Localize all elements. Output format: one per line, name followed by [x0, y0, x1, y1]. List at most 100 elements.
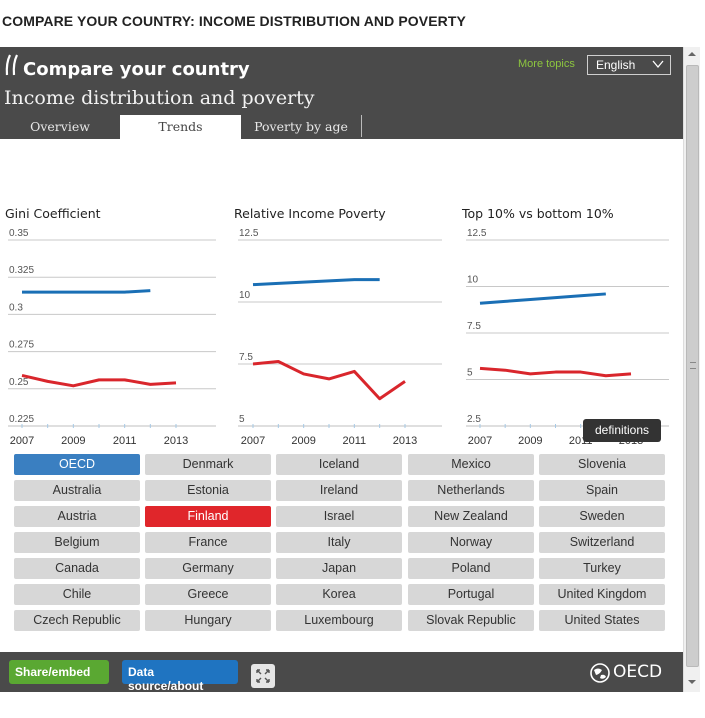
x-tick-label: 2007	[241, 435, 265, 447]
data-source-button[interactable]: Data source/about	[122, 660, 238, 693]
y-tick-label: 10	[239, 290, 251, 301]
y-tick-label: 7.5	[467, 321, 481, 332]
tab-trends[interactable]: Trends	[120, 115, 241, 139]
y-tick-label: 12.5	[239, 228, 259, 239]
country-button-belgium[interactable]: Belgium	[14, 532, 140, 553]
series-line-oecd	[22, 289, 151, 294]
x-tick-label: 2011	[113, 435, 137, 447]
y-tick-label: 7.5	[239, 352, 253, 363]
country-button-austria[interactable]: Austria	[14, 506, 140, 527]
charts-area: Gini Coefficient Relative Income Poverty…	[0, 139, 683, 459]
country-button-australia[interactable]: Australia	[14, 480, 140, 501]
country-button-chile[interactable]: Chile	[14, 584, 140, 605]
country-button-netherlands[interactable]: Netherlands	[408, 480, 534, 501]
globe-icon	[590, 663, 610, 683]
country-button-canada[interactable]: Canada	[14, 558, 140, 579]
tab-overview[interactable]: Overview	[30, 119, 90, 134]
series-line-oecd	[479, 292, 606, 305]
country-button-luxembourg[interactable]: Luxembourg	[276, 610, 402, 631]
x-tick-label: 2011	[343, 435, 367, 447]
fullscreen-button[interactable]	[251, 664, 275, 688]
y-tick-label: 0.275	[9, 340, 34, 351]
y-tick-label: 10	[467, 275, 479, 286]
country-button-israel[interactable]: Israel	[276, 506, 402, 527]
share-label: Share/embed	[15, 665, 91, 679]
chevron-down-icon	[652, 60, 664, 69]
chart-title-ratio: Top 10% vs bottom 10%	[462, 206, 614, 221]
country-button-france[interactable]: France	[145, 532, 271, 553]
x-tick-label: 2009	[291, 435, 315, 447]
y-tick-label: 2.5	[467, 414, 481, 425]
series-line-finland	[21, 373, 177, 388]
oecd-logo: OECD	[590, 662, 676, 684]
x-tick-label: 2009	[518, 435, 542, 447]
country-button-germany[interactable]: Germany	[145, 558, 271, 579]
chart-title-gini: Gini Coefficient	[5, 206, 101, 221]
section-title: Income distribution and poverty	[4, 87, 315, 109]
country-button-portugal[interactable]: Portugal	[408, 584, 534, 605]
x-tick-label: 2009	[61, 435, 85, 447]
scroll-grip-icon	[690, 362, 696, 369]
country-button-united-kingdom[interactable]: United Kingdom	[539, 584, 665, 605]
tab-divider	[361, 115, 362, 137]
country-button-estonia[interactable]: Estonia	[145, 480, 271, 501]
series-line-oecd	[252, 278, 380, 287]
country-button-oecd[interactable]: OECD	[14, 454, 140, 475]
country-button-slovenia[interactable]: Slovenia	[539, 454, 665, 475]
y-tick-label: 0.35	[9, 228, 29, 239]
country-button-poland[interactable]: Poland	[408, 558, 534, 579]
country-button-united-states[interactable]: United States	[539, 610, 665, 631]
definitions-button[interactable]: definitions	[583, 419, 661, 442]
country-button-switzerland[interactable]: Switzerland	[539, 532, 665, 553]
oecd-brand-text: OECD	[613, 662, 663, 682]
app-name: Compare your country	[23, 59, 250, 80]
scroll-up-arrow-icon[interactable]	[688, 52, 696, 56]
tab-poverty-by-age[interactable]: Poverty by age	[254, 119, 348, 134]
country-button-denmark[interactable]: Denmark	[145, 454, 271, 475]
country-button-norway[interactable]: Norway	[408, 532, 534, 553]
scroll-down-arrow-icon[interactable]	[688, 680, 696, 684]
language-select[interactable]: English	[587, 55, 671, 75]
y-tick-label: 5	[467, 368, 473, 379]
country-button-czech-republic[interactable]: Czech Republic	[14, 610, 140, 631]
country-button-sweden[interactable]: Sweden	[539, 506, 665, 527]
page-title: COMPARE YOUR COUNTRY: INCOME DISTRIBUTIO…	[2, 13, 466, 29]
widget-footer: Share/embed Data source/about OECD	[0, 652, 683, 693]
share-embed-button[interactable]: Share/embed	[9, 660, 109, 684]
widget-frame: Compare your country Income distribution…	[0, 47, 683, 693]
chart-title-poverty: Relative Income Poverty	[234, 206, 386, 221]
country-button-new-zealand[interactable]: New Zealand	[408, 506, 534, 527]
country-button-ireland[interactable]: Ireland	[276, 480, 402, 501]
y-tick-label: 5	[239, 414, 245, 425]
country-button-hungary[interactable]: Hungary	[145, 610, 271, 631]
y-tick-label: 0.25	[9, 377, 29, 388]
country-button-mexico[interactable]: Mexico	[408, 454, 534, 475]
y-tick-label: 0.225	[9, 414, 34, 425]
country-button-turkey[interactable]: Turkey	[539, 558, 665, 579]
oecd-leaf-icon	[5, 54, 18, 76]
widget-header: Compare your country Income distribution…	[0, 47, 683, 139]
scroll-thumb[interactable]	[686, 65, 699, 667]
y-tick-label: 0.325	[9, 265, 34, 276]
country-button-japan[interactable]: Japan	[276, 558, 402, 579]
country-button-slovak-republic[interactable]: Slovak Republic	[408, 610, 534, 631]
trend-charts: 0.35 0.325 0.3 0.275 0.25 0.225 2007 2009 2011 20…	[8, 228, 669, 447]
language-value: English	[596, 58, 636, 72]
country-button-spain[interactable]: Spain	[539, 480, 665, 501]
more-topics-link[interactable]: More topics	[518, 58, 575, 70]
country-button-finland[interactable]: Finland	[145, 506, 271, 527]
country-button-italy[interactable]: Italy	[276, 532, 402, 553]
country-button-korea[interactable]: Korea	[276, 584, 402, 605]
country-button-iceland[interactable]: Iceland	[276, 454, 402, 475]
x-tick-label: 2013	[164, 435, 188, 447]
y-tick-label: 0.3	[9, 302, 23, 313]
country-button-greece[interactable]: Greece	[145, 584, 271, 605]
x-tick-label: 2013	[393, 435, 417, 447]
x-tick-label: 2007	[10, 435, 34, 447]
data-source-label: Data source/about	[128, 665, 204, 693]
x-tick-label: 2007	[468, 435, 492, 447]
series-line-finland	[252, 360, 406, 401]
scrollbar[interactable]	[683, 47, 700, 692]
series-line-finland	[479, 366, 632, 378]
expand-icon	[256, 669, 270, 683]
